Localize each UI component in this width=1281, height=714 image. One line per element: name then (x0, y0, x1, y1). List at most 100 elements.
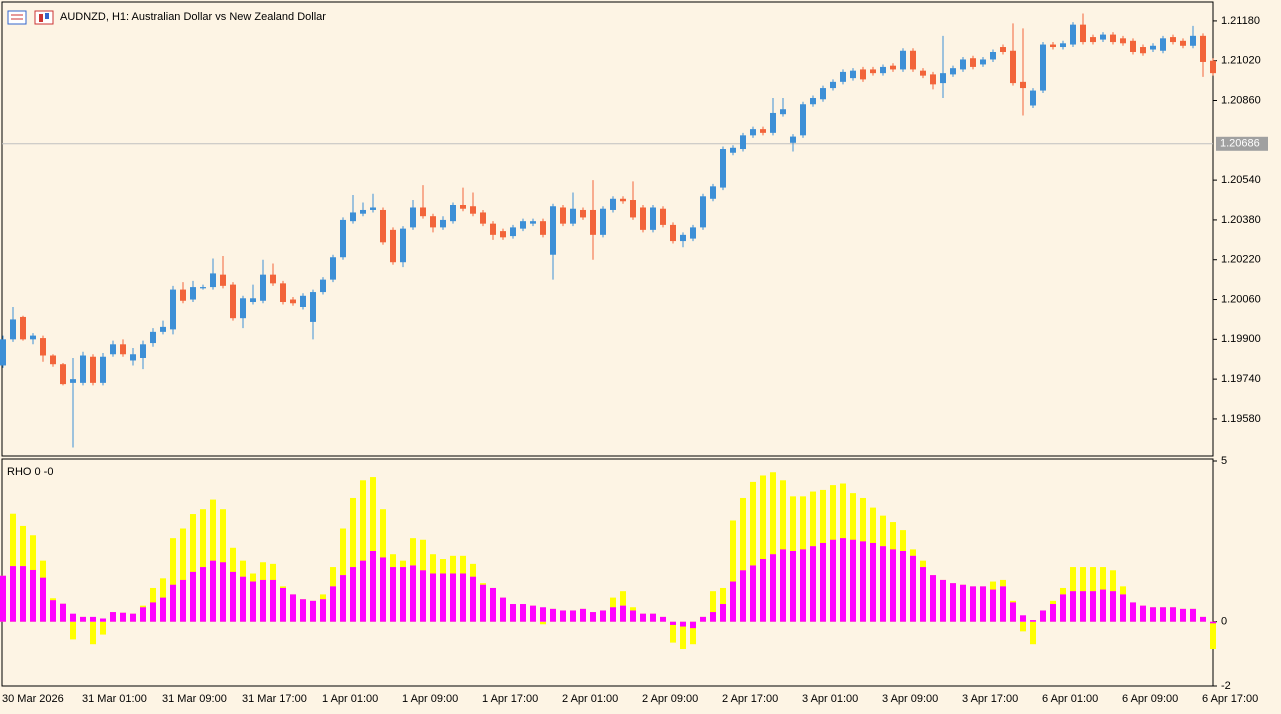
bar (430, 573, 436, 622)
bar (220, 562, 226, 622)
candle-body (880, 66, 886, 74)
bar (460, 573, 466, 622)
bar (1170, 607, 1176, 622)
x-tick-label: 6 Apr 17:00 (1202, 693, 1258, 705)
bar (930, 575, 936, 622)
candle-body (280, 283, 286, 303)
candle-body (120, 344, 126, 355)
candle-body (450, 204, 456, 222)
candle-body (1210, 60, 1216, 74)
candle-body (520, 221, 526, 229)
bar (200, 567, 206, 622)
candle-body (600, 208, 606, 235)
bar (670, 621, 676, 625)
candle-body (290, 299, 296, 304)
bar (750, 565, 756, 622)
candle-body (780, 109, 786, 115)
icon-bar (45, 13, 49, 19)
x-tick-label: 6 Apr 01:00 (1042, 693, 1098, 705)
candle-body (350, 212, 356, 222)
candle-body (270, 274, 276, 284)
bar (150, 602, 156, 622)
candle-body (250, 298, 256, 303)
y-tick-label: 1.20860 (1221, 94, 1261, 106)
candle-body (1180, 40, 1186, 46)
bar (350, 567, 356, 622)
candle-body (580, 209, 586, 218)
x-tick-label: 1 Apr 09:00 (402, 693, 458, 705)
bar (160, 597, 166, 622)
candle-body (30, 335, 36, 340)
bar (290, 594, 296, 622)
bar (600, 610, 606, 622)
bar (470, 576, 476, 622)
candle-body (930, 74, 936, 85)
candle-body (690, 227, 696, 239)
bar (790, 551, 796, 622)
chart-icons (7, 10, 54, 25)
bar (90, 621, 96, 645)
bar (50, 600, 56, 622)
y-tick-label: 1.20060 (1221, 293, 1261, 305)
candle-body (710, 186, 716, 199)
bar (210, 560, 216, 622)
bar (390, 567, 396, 622)
bar (180, 528, 186, 622)
candle-body (850, 70, 856, 79)
bar (1020, 615, 1026, 622)
bar (70, 613, 76, 622)
candle-body (490, 223, 496, 235)
x-tick-label: 31 Mar 01:00 (82, 693, 147, 705)
bar (650, 613, 656, 622)
candle-body (800, 104, 806, 136)
bar (520, 604, 526, 622)
candle-body (340, 219, 346, 258)
bar (1140, 605, 1146, 622)
x-tick-label: 30 Mar 2026 (2, 693, 64, 705)
candle-body (1160, 38, 1166, 51)
candle-body (630, 200, 636, 218)
bar (40, 577, 46, 622)
candle-body (390, 229, 396, 263)
bar (100, 618, 106, 622)
bar (30, 569, 36, 622)
icon-bar (39, 14, 43, 22)
bar (800, 549, 806, 622)
candle-body (900, 50, 906, 70)
bar (410, 565, 416, 622)
bar (1190, 608, 1196, 622)
bar (480, 584, 486, 622)
x-tick-label: 1 Apr 17:00 (482, 693, 538, 705)
candle-body (610, 198, 616, 210)
candle-body (220, 274, 226, 286)
candle-body (510, 227, 516, 237)
candle-body (100, 356, 106, 383)
bar (280, 587, 286, 622)
candle-body (1110, 34, 1116, 43)
bar (530, 605, 536, 622)
bar (870, 542, 876, 622)
bar (720, 604, 726, 622)
icon (7, 10, 27, 25)
bar (230, 571, 236, 622)
candle-body (20, 316, 26, 340)
candle-body (210, 273, 216, 288)
bar (370, 551, 376, 622)
candle-body (820, 88, 826, 100)
candle-body (830, 81, 836, 89)
candle-body (1090, 37, 1096, 43)
bar (350, 497, 356, 622)
price-label-box (1216, 136, 1268, 151)
bar (0, 575, 6, 622)
candle-body (420, 207, 426, 217)
bar (570, 610, 576, 622)
bar (770, 554, 776, 622)
bar (590, 612, 596, 622)
bar (1060, 594, 1066, 622)
bar (90, 616, 96, 622)
price-panel (1, 1, 1214, 457)
bar (1110, 591, 1116, 622)
bar (1050, 604, 1056, 622)
bar (900, 551, 906, 622)
